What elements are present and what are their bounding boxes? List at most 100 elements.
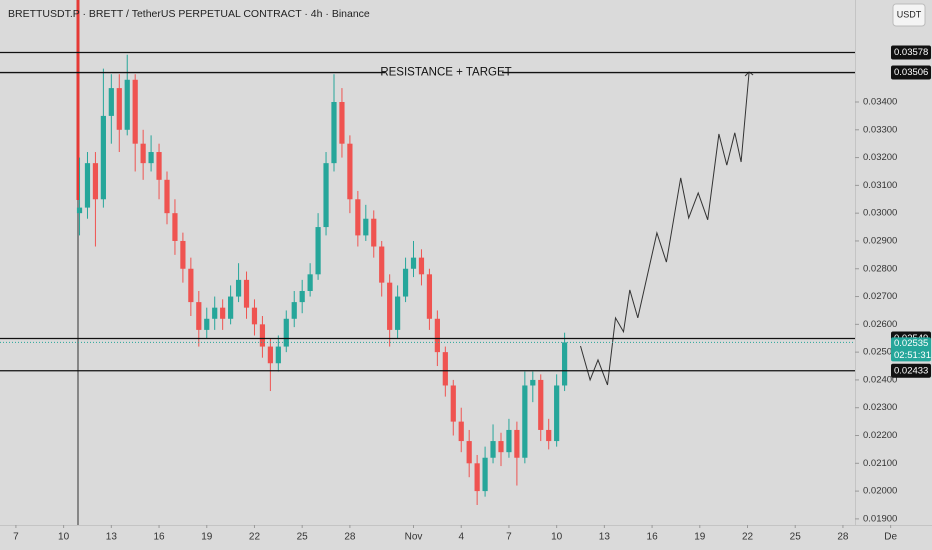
annotation: RESISTANCE + TARGET: [380, 67, 511, 79]
candle-body: [259, 324, 266, 347]
candle-body: [92, 163, 99, 200]
candle-body: [490, 441, 496, 458]
candle-body: [498, 441, 504, 453]
y-tick-label: 0.02900: [863, 235, 897, 246]
candle-body: [116, 88, 122, 130]
countdown: 02:51:31: [894, 350, 931, 361]
candle-body: [418, 257, 425, 275]
current-price-box: [891, 337, 931, 362]
x-tick-label: 13: [106, 532, 118, 543]
candle-body: [315, 227, 321, 275]
candle-body: [172, 213, 178, 241]
x-tick-label: 28: [344, 532, 356, 543]
chart-title: BRETTUSDT.P · BRETT / TetherUS PERPETUAL…: [8, 8, 370, 20]
candle-body: [530, 379, 536, 386]
y-tick-label: 0.02700: [863, 291, 897, 302]
candle-body: [355, 199, 361, 236]
candle-body: [387, 282, 393, 330]
candle-body: [339, 101, 345, 144]
candle-body: [140, 143, 146, 164]
y-tick-label: 0.02400: [863, 374, 897, 385]
candle-body: [307, 274, 313, 291]
candle-body: [299, 290, 305, 303]
candle-body: [554, 385, 560, 442]
x-tick-label: 22: [249, 532, 261, 543]
x-tick-label: Nov: [405, 532, 423, 543]
candle-body: [235, 279, 242, 297]
y-tick-label: 0.02500: [863, 347, 897, 358]
candle-body: [228, 296, 234, 319]
candle-body: [156, 152, 162, 180]
y-tick-label: 0.02300: [863, 402, 897, 413]
level-label: 0.02433: [894, 365, 928, 376]
level-label: 0.03506: [894, 67, 928, 78]
candle-body: [204, 318, 210, 330]
candle-body: [132, 79, 138, 144]
level-label-box: [891, 363, 931, 378]
candle-body: [164, 179, 170, 214]
candle-body: [506, 429, 512, 453]
candle-body: [458, 421, 464, 442]
y-tick-label: 0.03300: [863, 124, 897, 135]
candle-body: [482, 457, 488, 492]
candle-body: [410, 257, 417, 269]
x-tick-label: 7: [506, 532, 512, 543]
candle-body: [402, 268, 409, 297]
candle-body: [466, 441, 472, 464]
candle-body: [188, 268, 194, 303]
x-tick-label: De: [884, 532, 897, 543]
candle-body: [379, 246, 385, 283]
candle-body: [331, 101, 337, 164]
candle-body: [196, 302, 202, 330]
x-tick-label: 10: [58, 532, 70, 543]
x-tick-label: 4: [458, 532, 464, 543]
y-tick-label: 0.02100: [863, 458, 897, 469]
candle-body: [546, 429, 552, 442]
candle-body: [124, 79, 130, 130]
x-tick-label: 13: [599, 532, 611, 543]
x-tick-label: 19: [694, 532, 706, 543]
candle-body: [84, 163, 91, 208]
candle-body: [514, 429, 520, 458]
candle-body: [251, 307, 258, 325]
y-tick-label: 0.02000: [863, 486, 897, 497]
candle-body: [434, 318, 440, 353]
x-tick-label: 28: [837, 532, 849, 543]
currency-button[interactable]: [892, 3, 926, 27]
candle-body: [442, 352, 448, 386]
currency-label[interactable]: USDT: [897, 9, 922, 19]
x-tick-label: 19: [201, 532, 213, 543]
candle-body: [363, 218, 369, 236]
candle-body: [108, 88, 114, 116]
x-tick-label: 10: [551, 532, 563, 543]
x-tick-label: 16: [647, 532, 659, 543]
plot-area: RESISTANCE + TARGET: [0, 51, 855, 505]
current-price-label: 0.02535: [894, 338, 928, 349]
candle-body: [474, 463, 480, 492]
candle-body: [450, 385, 456, 422]
x-tick-label: 22: [742, 532, 754, 543]
candle-body: [395, 296, 401, 330]
candle-body: [267, 346, 273, 364]
y-tick-label: 0.03200: [863, 152, 897, 163]
y-tick-label: 0.01900: [863, 513, 897, 524]
candle-body: [291, 302, 297, 319]
x-tick-label: 7: [13, 532, 19, 543]
y-tick-label: 0.03000: [863, 208, 897, 219]
candle-body: [212, 307, 218, 319]
x-tick-label: 16: [153, 532, 165, 543]
candle-body: [220, 307, 226, 319]
y-tick-label: 0.02200: [863, 430, 897, 441]
candle-body: [76, 207, 83, 214]
y-tick-label: 0.02800: [863, 263, 897, 274]
y-tick-label: 0.03100: [863, 180, 897, 191]
candle-body: [283, 318, 289, 347]
candle-body: [562, 342, 568, 386]
candle-body: [522, 385, 528, 458]
candle-body: [347, 143, 353, 200]
x-tick-label: 25: [790, 532, 802, 543]
candle-body: [426, 274, 433, 319]
